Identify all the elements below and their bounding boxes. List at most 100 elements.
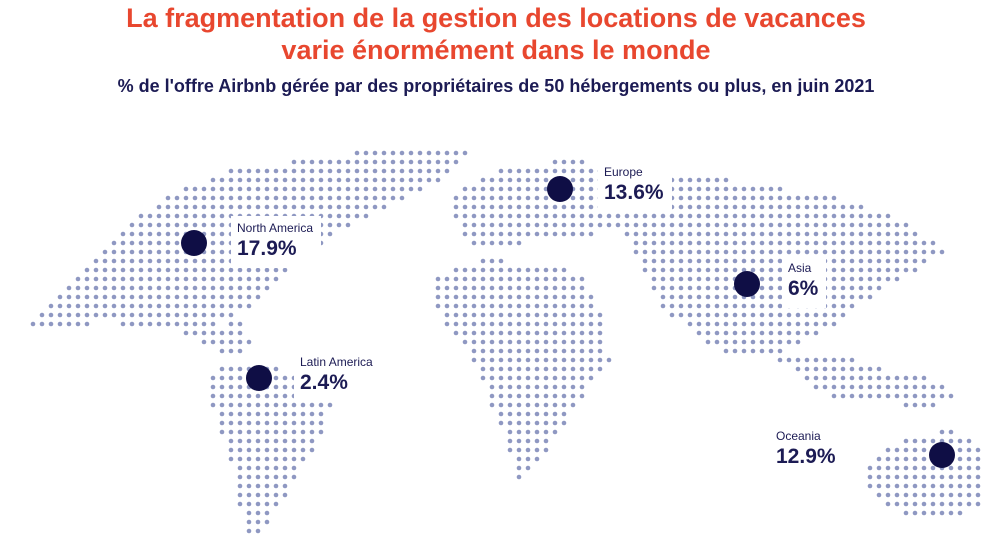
land-dot xyxy=(174,258,180,264)
land-dot xyxy=(84,285,90,291)
land-dot xyxy=(498,294,504,300)
land-dot xyxy=(417,177,423,183)
land-dot xyxy=(489,303,495,309)
land-dot xyxy=(507,267,513,273)
land-dot xyxy=(273,384,279,390)
land-dot xyxy=(345,186,351,192)
land-dot xyxy=(336,177,342,183)
land-dot xyxy=(732,330,738,336)
land-dot xyxy=(507,294,513,300)
land-dot xyxy=(831,294,837,300)
land-dot xyxy=(201,276,207,282)
land-dot xyxy=(561,276,567,282)
land-dot xyxy=(534,285,540,291)
land-dot xyxy=(147,312,153,318)
land-dot xyxy=(543,438,549,444)
land-dot xyxy=(588,204,594,210)
land-dot xyxy=(66,294,72,300)
land-dot xyxy=(345,222,351,228)
land-dot xyxy=(750,348,756,354)
land-dot xyxy=(543,429,549,435)
land-dot xyxy=(570,195,576,201)
land-dot xyxy=(579,339,585,345)
land-dot xyxy=(192,222,198,228)
land-dot xyxy=(804,357,810,363)
land-dot xyxy=(840,285,846,291)
land-dot xyxy=(867,393,873,399)
land-dot xyxy=(156,258,162,264)
land-dot xyxy=(813,321,819,327)
land-dot xyxy=(120,231,126,237)
land-dot xyxy=(777,231,783,237)
land-dot xyxy=(624,213,630,219)
land-dot xyxy=(723,204,729,210)
land-dot xyxy=(543,384,549,390)
land-dot xyxy=(840,357,846,363)
land-dot xyxy=(426,177,432,183)
land-dot xyxy=(732,348,738,354)
land-dot xyxy=(453,276,459,282)
land-dot xyxy=(282,195,288,201)
land-dot xyxy=(462,276,468,282)
land-dot xyxy=(111,249,117,255)
land-dot xyxy=(129,285,135,291)
land-dot xyxy=(768,348,774,354)
land-dot xyxy=(480,321,486,327)
land-dot xyxy=(444,303,450,309)
land-dot xyxy=(210,330,216,336)
land-dot xyxy=(894,393,900,399)
land-dot xyxy=(273,411,279,417)
land-dot xyxy=(174,267,180,273)
land-dot xyxy=(543,312,549,318)
land-dot xyxy=(705,312,711,318)
land-dot xyxy=(444,294,450,300)
land-dot xyxy=(822,375,828,381)
land-dot xyxy=(876,240,882,246)
land-dot xyxy=(660,294,666,300)
land-dot xyxy=(669,303,675,309)
land-dot xyxy=(345,204,351,210)
land-dot xyxy=(129,321,135,327)
land-dot xyxy=(840,393,846,399)
land-dot xyxy=(912,267,918,273)
land-dot xyxy=(165,294,171,300)
land-dot xyxy=(489,393,495,399)
label-asia: Asia 6% xyxy=(782,256,827,308)
land-dot xyxy=(741,249,747,255)
land-dot xyxy=(714,231,720,237)
land-dot xyxy=(588,222,594,228)
land-dot xyxy=(849,240,855,246)
land-dot xyxy=(786,312,792,318)
land-dot xyxy=(741,303,747,309)
land-dot xyxy=(777,339,783,345)
land-dot xyxy=(912,447,918,453)
land-dot xyxy=(480,348,486,354)
land-dot xyxy=(318,195,324,201)
land-dot xyxy=(561,321,567,327)
land-dot xyxy=(876,474,882,480)
land-dot xyxy=(498,375,504,381)
land-dot xyxy=(579,168,585,174)
land-dot xyxy=(732,213,738,219)
land-dot xyxy=(318,429,324,435)
land-dot xyxy=(210,258,216,264)
land-dot xyxy=(174,204,180,210)
land-dot xyxy=(300,186,306,192)
land-dot xyxy=(696,267,702,273)
land-dot xyxy=(264,285,270,291)
land-dot xyxy=(264,483,270,489)
land-dot xyxy=(363,186,369,192)
land-dot xyxy=(336,186,342,192)
land-dot xyxy=(570,393,576,399)
land-dot xyxy=(345,213,351,219)
land-dot xyxy=(912,258,918,264)
land-dot xyxy=(705,213,711,219)
land-dot xyxy=(255,402,261,408)
land-dot xyxy=(408,150,414,156)
land-dot xyxy=(741,213,747,219)
land-dot xyxy=(210,240,216,246)
land-dot xyxy=(768,303,774,309)
land-dot xyxy=(228,420,234,426)
land-dot xyxy=(318,420,324,426)
land-dot xyxy=(255,528,261,534)
